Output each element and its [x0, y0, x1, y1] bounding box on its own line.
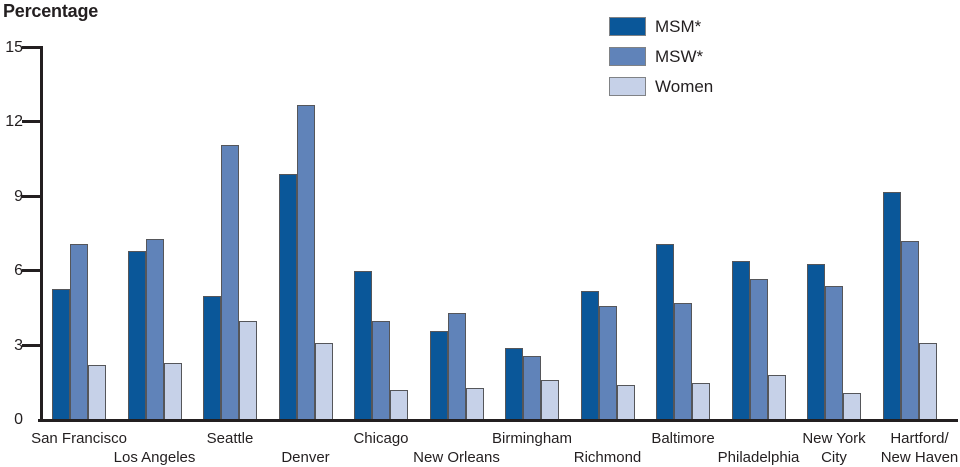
bar-msm-5 [429, 331, 448, 420]
y-tick-mark [22, 343, 43, 347]
y-tick-label: 9 [14, 187, 23, 205]
bar-msw-3 [296, 105, 315, 420]
y-axis-line [40, 46, 43, 422]
x-axis-label: Denver [281, 448, 329, 467]
y-tick-label: 0 [14, 411, 23, 428]
bar-women-9 [767, 375, 786, 420]
legend-label: Women [655, 77, 714, 96]
bar-msw-4 [372, 321, 390, 420]
bar-women-3 [314, 343, 333, 420]
y-tick-mark [22, 194, 43, 198]
y-axis-title: Percentage [3, 1, 99, 21]
x-axis-label-line: Baltimore [651, 430, 715, 447]
bar-msw-9 [749, 279, 768, 420]
x-axis-label-line: Denver [281, 449, 330, 466]
bar-msw-5 [447, 313, 466, 420]
x-axis-label-line: City [821, 449, 847, 466]
bar-women-10 [843, 393, 861, 420]
bar-msw-2 [221, 145, 239, 420]
x-axis-label: San Francisco [31, 429, 127, 448]
x-axis-label: Los Angeles [114, 448, 196, 467]
bar-women-11 [918, 343, 937, 420]
x-axis-label: Birmingham [492, 429, 572, 448]
x-axis-label-line: Chicago [353, 430, 409, 447]
legend-label: MSW* [655, 47, 704, 66]
x-axis-label-line: New Haven [880, 449, 959, 466]
legend-swatch-msm [609, 17, 646, 36]
x-axis-label-line: New Orleans [413, 449, 500, 466]
bar-msm-6 [505, 348, 523, 420]
y-tick-label: 6 [14, 262, 23, 280]
x-axis-label-line: Birmingham [491, 430, 573, 447]
bar-msw-10 [825, 286, 843, 420]
bar-women-8 [692, 383, 710, 420]
bar-msw-8 [674, 303, 692, 420]
y-tick-label: 3 [14, 336, 23, 354]
x-axis-label: Hartford/New Haven [881, 429, 959, 467]
y-tick-label: 12 [5, 113, 23, 131]
bar-msw-1 [145, 239, 164, 420]
x-axis-label-line: San Francisco [31, 430, 127, 447]
bar-women-2 [239, 321, 257, 420]
bar-women-5 [465, 388, 484, 420]
x-axis-label: Philadelphia [718, 448, 800, 467]
bar-women-0 [88, 365, 106, 420]
x-axis-label-line: Seattle [206, 430, 254, 447]
bar-msw-11 [900, 241, 919, 420]
x-axis-label-line: Los Angeles [113, 449, 196, 466]
bar-women-1 [163, 363, 182, 420]
x-axis-label: Seattle [207, 429, 254, 448]
bar-msm-8 [656, 244, 674, 420]
bar-msm-0 [52, 289, 70, 420]
bar-msm-4 [354, 271, 372, 420]
x-axis-label-line: Hartford/ [890, 430, 949, 447]
x-axis-line [38, 419, 958, 422]
x-axis-label-line: New York [802, 430, 866, 447]
bar-msm-1 [127, 251, 146, 420]
legend-entry-msw: MSW* [609, 47, 703, 66]
bar-msm-3 [278, 174, 297, 420]
bar-msm-10 [807, 264, 825, 420]
y-tick-mark [22, 120, 43, 124]
bar-msw-6 [523, 356, 541, 420]
y-tick-label: 15 [5, 39, 23, 56]
bar-msw-7 [598, 306, 617, 420]
bar-women-6 [541, 380, 559, 420]
bar-women-7 [616, 385, 635, 420]
bar-msw-0 [70, 244, 88, 420]
bar-msm-2 [203, 296, 221, 420]
x-axis-label-line: Philadelphia [717, 449, 800, 466]
bar-women-4 [390, 390, 408, 420]
x-axis-label: New Orleans [413, 448, 500, 467]
x-axis-label: Baltimore [651, 429, 714, 448]
bar-msm-9 [731, 261, 750, 420]
legend-entry-msm: MSM* [609, 17, 701, 36]
x-axis-label-line: Richmond [573, 449, 642, 466]
legend-label: MSM* [655, 17, 702, 36]
bar-msm-7 [580, 291, 599, 420]
legend-entry-women: Women [609, 77, 713, 96]
x-axis-label: New York City [802, 429, 865, 467]
legend-swatch-women [609, 77, 646, 96]
y-tick-mark [22, 46, 43, 49]
bar-msm-11 [882, 192, 901, 420]
legend-swatch-msw [609, 47, 646, 66]
y-tick-mark [22, 269, 43, 273]
x-axis-label: Chicago [353, 429, 408, 448]
x-axis-label: Richmond [574, 448, 642, 467]
